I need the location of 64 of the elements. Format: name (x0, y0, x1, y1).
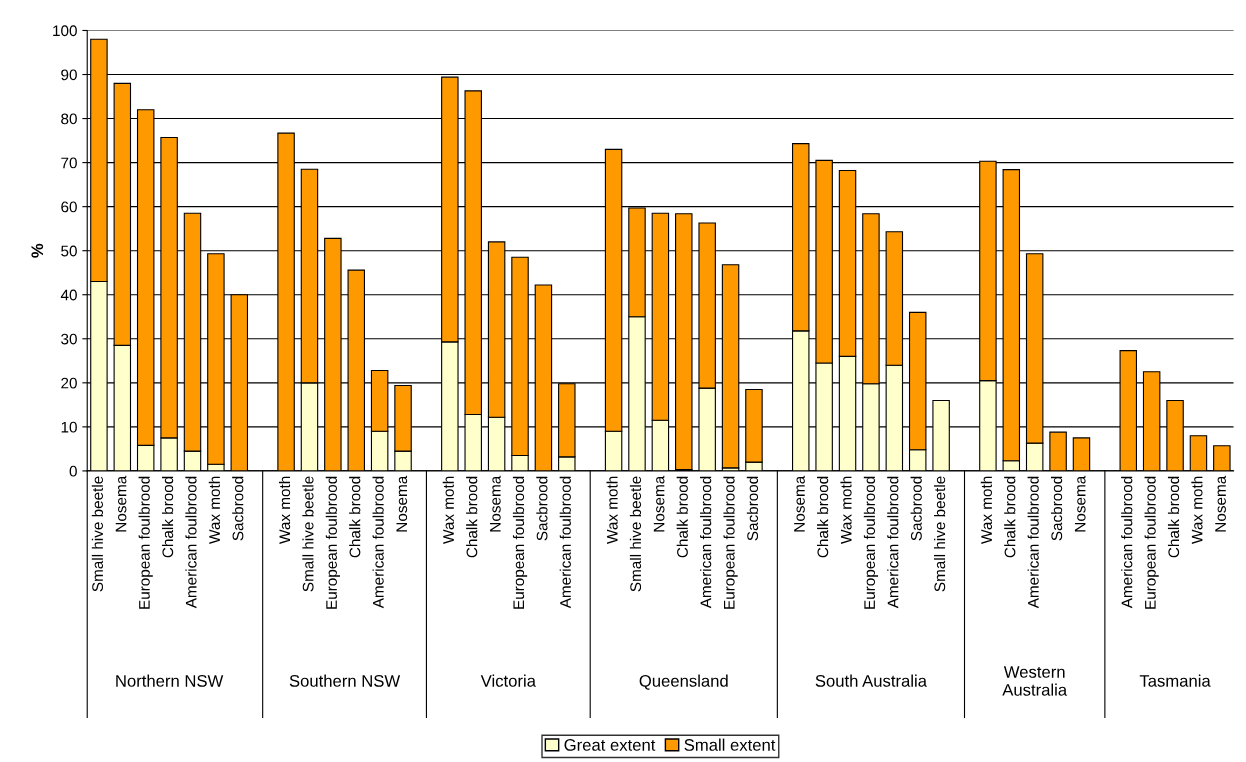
legend-label: Small extent (684, 738, 776, 751)
x-tick-label: Chalk brood (1167, 476, 1180, 558)
y-tick-label: 80 (61, 113, 77, 125)
x-tick-label: Wax moth (840, 476, 852, 544)
text: Victoria (480, 674, 536, 687)
y-tick-label: 10 (61, 421, 77, 433)
x-tick-label: European foulbrood (863, 476, 879, 609)
x-tick-label: Chalk brood (161, 476, 174, 558)
x-tick-label: American foulbrood (700, 476, 712, 609)
x-tick-label: Nosema (1074, 475, 1086, 532)
text: South Australia (815, 674, 927, 687)
x-tick-label: Small hive beetle (302, 476, 314, 592)
x-tick-label: Wax moth (442, 476, 454, 544)
y-tick-label: 50 (61, 245, 77, 257)
x-tick-label: Nosema (1215, 475, 1226, 532)
x-tick-label: Sacbrood (232, 476, 244, 541)
y-tick-label: 60 (61, 201, 77, 213)
x-tick-label: Sacbrood (746, 476, 759, 541)
x-tick-label: European foulbrood (1144, 476, 1159, 609)
x-tick-label: American foulbrood (1027, 476, 1039, 609)
x-tick-label: Wax moth (208, 476, 220, 544)
y-tick-label: 100 (53, 25, 77, 37)
x-tick-label: Chalk brood (817, 476, 829, 558)
x-tick-label: Wax moth (1191, 476, 1203, 544)
y-tick-label: 30 (61, 333, 77, 345)
x-tick-label: European foulbrood (512, 476, 528, 609)
x-tick-label: European foulbrood (325, 476, 340, 609)
x-tick-label: Wax moth (278, 476, 291, 544)
text: Northern NSW (116, 674, 224, 687)
x-tick-label: Sacbrood (910, 476, 922, 541)
text: Southern NSW (289, 674, 401, 687)
x-tick-label: Chalk brood (466, 476, 478, 558)
y-tick-label: 70 (61, 157, 77, 169)
x-tick-label: Wax moth (606, 476, 618, 544)
x-tick-label: Nosema (490, 475, 501, 532)
y-axis-title: % (31, 243, 44, 258)
x-tick-label: Wax moth (980, 476, 992, 544)
y-tick-label: 20 (61, 377, 77, 389)
y-tick-label: 0 (69, 465, 77, 477)
x-tick-label: American foulbrood (559, 476, 571, 609)
x-tick-label: Small hive beetle (91, 476, 104, 592)
text: Queensland (639, 674, 728, 690)
y-tick-label: 40 (60, 289, 77, 301)
x-tick-label: American foulbrood (887, 476, 899, 609)
x-tick-label: American foulbrood (1121, 476, 1133, 609)
x-tick-label: Chalk brood (676, 476, 688, 558)
x-tick-label: Nosema (794, 475, 805, 532)
x-tick-label: Chalk brood (1004, 476, 1016, 558)
x-tick-label: Nosema (653, 475, 665, 532)
text: Western Australia (1002, 666, 1068, 696)
x-tick-label: Nosema (115, 475, 127, 532)
text: Tasmania (1139, 674, 1211, 687)
x-tick-label: Nosema (396, 475, 408, 532)
x-tick-label: Sacbrood (536, 476, 548, 541)
x-tick-label: American foulbrood (372, 476, 384, 609)
x-tick-label: Chalk brood (349, 476, 361, 558)
x-tick-label: European foulbrood (723, 476, 738, 609)
x-tick-label: Sacbrood (1050, 476, 1063, 541)
legend-label: Great extent (564, 739, 656, 751)
x-tick-label: Small hive beetle (629, 476, 642, 592)
x-tick-label: European foulbrood (138, 476, 153, 609)
x-tick-label: American foulbrood (185, 476, 197, 609)
y-tick-label: 90 (61, 69, 77, 81)
x-tick-label: Small hive beetle (933, 476, 946, 592)
